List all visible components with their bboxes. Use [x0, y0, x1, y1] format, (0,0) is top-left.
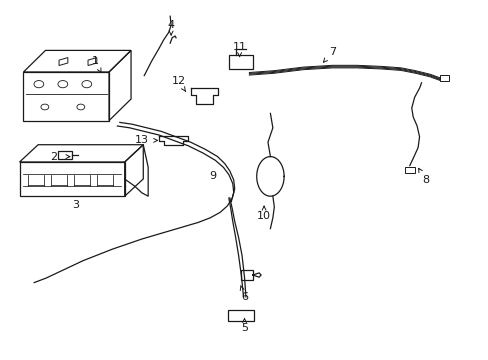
- Text: 12: 12: [171, 76, 185, 86]
- Text: 1: 1: [92, 56, 99, 66]
- Text: 5: 5: [241, 323, 247, 333]
- Text: 6: 6: [241, 292, 247, 302]
- Text: 11: 11: [232, 42, 246, 52]
- Text: 10: 10: [257, 211, 270, 221]
- Text: 13: 13: [135, 135, 148, 145]
- Text: 2: 2: [50, 152, 57, 162]
- Text: 7: 7: [328, 47, 335, 57]
- Text: 9: 9: [209, 171, 216, 181]
- Text: 3: 3: [72, 200, 79, 210]
- Text: 4: 4: [167, 20, 174, 30]
- Text: 8: 8: [421, 175, 428, 185]
